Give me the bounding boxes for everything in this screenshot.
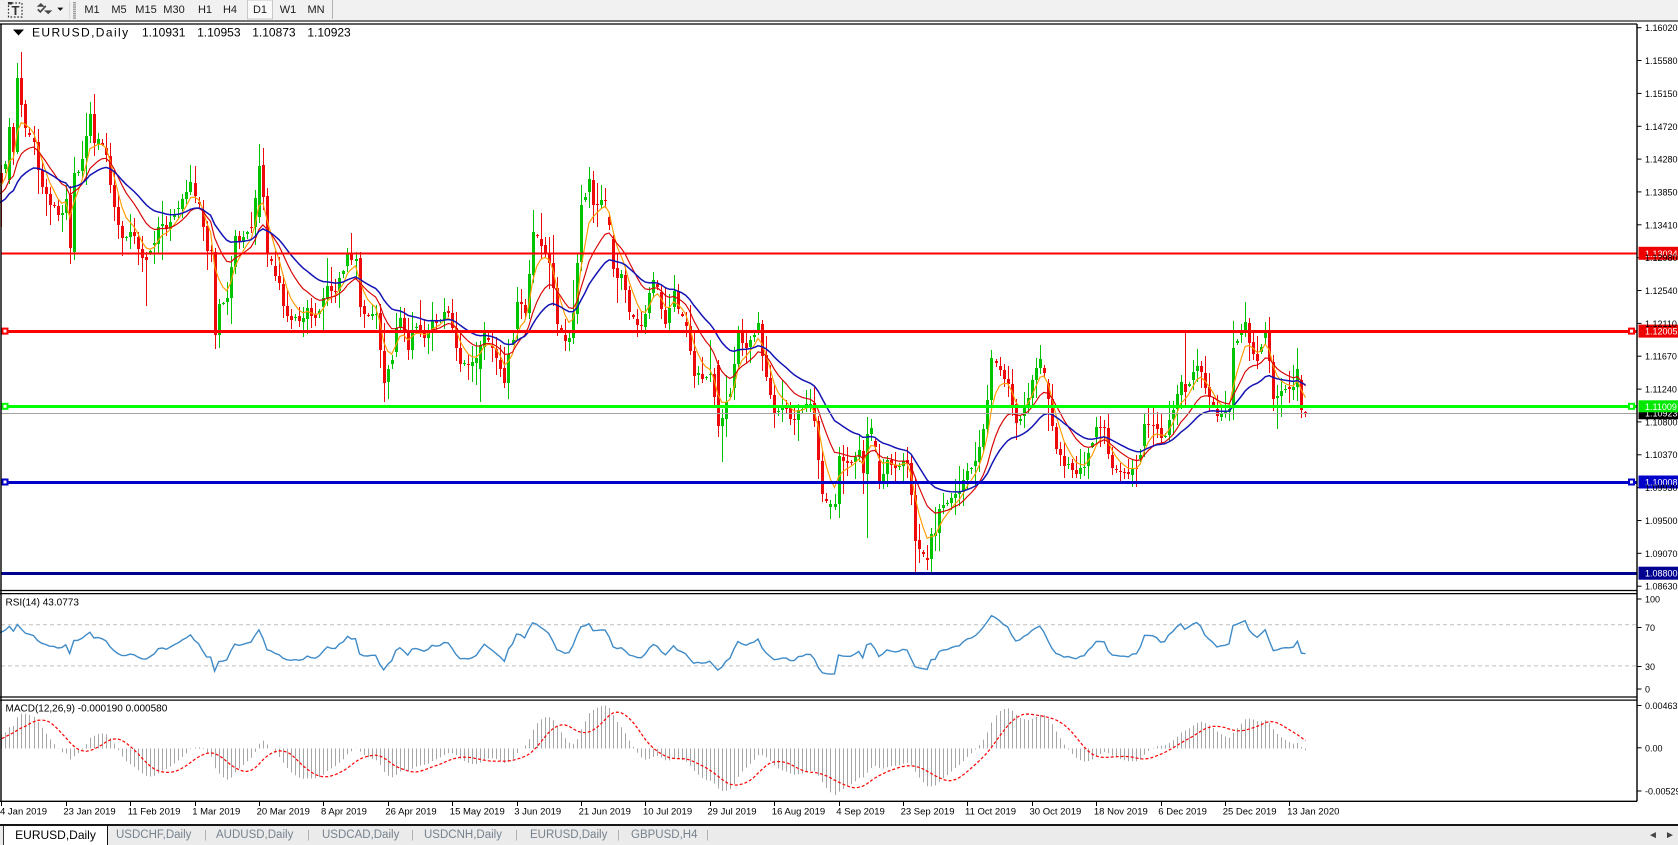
svg-text:0.00: 0.00	[1645, 743, 1663, 753]
svg-text:30 Oct 2019: 30 Oct 2019	[1030, 807, 1082, 818]
svg-text:1.12110: 1.12110	[1645, 319, 1677, 329]
svg-text:RSI(14) 43.0773: RSI(14) 43.0773	[6, 598, 80, 609]
svg-text:21 Jun 2019: 21 Jun 2019	[579, 807, 631, 818]
svg-text:1.09930: 1.09930	[1645, 483, 1678, 493]
svg-text:1.10800: 1.10800	[1645, 417, 1678, 427]
svg-text:13 Jan 2020: 13 Jan 2020	[1287, 807, 1339, 818]
svg-text:1.11670: 1.11670	[1645, 352, 1677, 362]
svg-text:3 Jun 2019: 3 Jun 2019	[514, 807, 561, 818]
svg-text:1.16020: 1.16020	[1645, 23, 1678, 33]
svg-text:1.11240: 1.11240	[1645, 385, 1677, 395]
svg-text:EURUSD,Daily: EURUSD,Daily	[32, 26, 129, 40]
svg-text:1.10370: 1.10370	[1645, 450, 1678, 460]
svg-text:16 Aug 2019: 16 Aug 2019	[772, 807, 825, 818]
svg-text:1.14280: 1.14280	[1645, 155, 1678, 165]
svg-text:4 Jan 2019: 4 Jan 2019	[0, 807, 47, 818]
svg-text:1.13410: 1.13410	[1645, 220, 1678, 230]
svg-text:1.10008: 1.10008	[1645, 478, 1678, 488]
svg-text:29 Jul 2019: 29 Jul 2019	[707, 807, 756, 818]
svg-text:1.11009: 1.11009	[1645, 402, 1677, 412]
svg-text:1.12540: 1.12540	[1645, 286, 1678, 296]
svg-text:6 Dec 2019: 6 Dec 2019	[1158, 807, 1207, 818]
svg-text:70: 70	[1645, 623, 1655, 633]
svg-text:15 May 2019: 15 May 2019	[450, 807, 505, 818]
svg-text:26 Apr 2019: 26 Apr 2019	[385, 807, 436, 818]
svg-text:1.13034: 1.13034	[1645, 249, 1678, 259]
svg-text:1.08630: 1.08630	[1645, 582, 1678, 592]
svg-text:1 Mar 2019: 1 Mar 2019	[192, 807, 240, 818]
svg-text:18 Nov 2019: 18 Nov 2019	[1094, 807, 1148, 818]
svg-text:1.10923: 1.10923	[1645, 408, 1678, 418]
svg-text:1.08800: 1.08800	[1645, 569, 1678, 579]
svg-text:23 Sep 2019: 23 Sep 2019	[901, 807, 955, 818]
svg-text:1.12980: 1.12980	[1645, 253, 1678, 263]
svg-text:100: 100	[1645, 595, 1660, 605]
svg-text:0: 0	[1645, 685, 1650, 695]
svg-text:MACD(12,26,9) -0.000190 0.0005: MACD(12,26,9) -0.000190 0.000580	[6, 704, 168, 715]
svg-text:T: T	[12, 3, 20, 18]
svg-text:11 Feb 2019: 11 Feb 2019	[128, 807, 181, 818]
svg-text:8 Apr 2019: 8 Apr 2019	[321, 807, 367, 818]
svg-text:20 Mar 2019: 20 Mar 2019	[257, 807, 310, 818]
svg-text:25 Dec 2019: 25 Dec 2019	[1223, 807, 1277, 818]
svg-text:1.15150: 1.15150	[1645, 89, 1678, 99]
svg-text:1.14720: 1.14720	[1645, 122, 1678, 132]
svg-text:-0.00529: -0.00529	[1645, 787, 1678, 797]
svg-text:30: 30	[1645, 662, 1655, 672]
svg-text:1.09500: 1.09500	[1645, 516, 1678, 526]
svg-text:11 Oct 2019: 11 Oct 2019	[965, 807, 1016, 818]
svg-text:4 Sep 2019: 4 Sep 2019	[836, 807, 885, 818]
svg-text:1.10931 1.10953 1.10873 1.1092: 1.10931 1.10953 1.10873 1.10923	[142, 26, 351, 40]
svg-text:1.13850: 1.13850	[1645, 187, 1678, 197]
svg-text:1.12005: 1.12005	[1645, 327, 1678, 337]
svg-text:23 Jan 2019: 23 Jan 2019	[63, 807, 115, 818]
svg-text:0.00463: 0.00463	[1645, 701, 1678, 711]
svg-text:10 Jul 2019: 10 Jul 2019	[643, 807, 692, 818]
svg-text:1.15580: 1.15580	[1645, 56, 1678, 66]
svg-text:1.09070: 1.09070	[1645, 549, 1678, 559]
